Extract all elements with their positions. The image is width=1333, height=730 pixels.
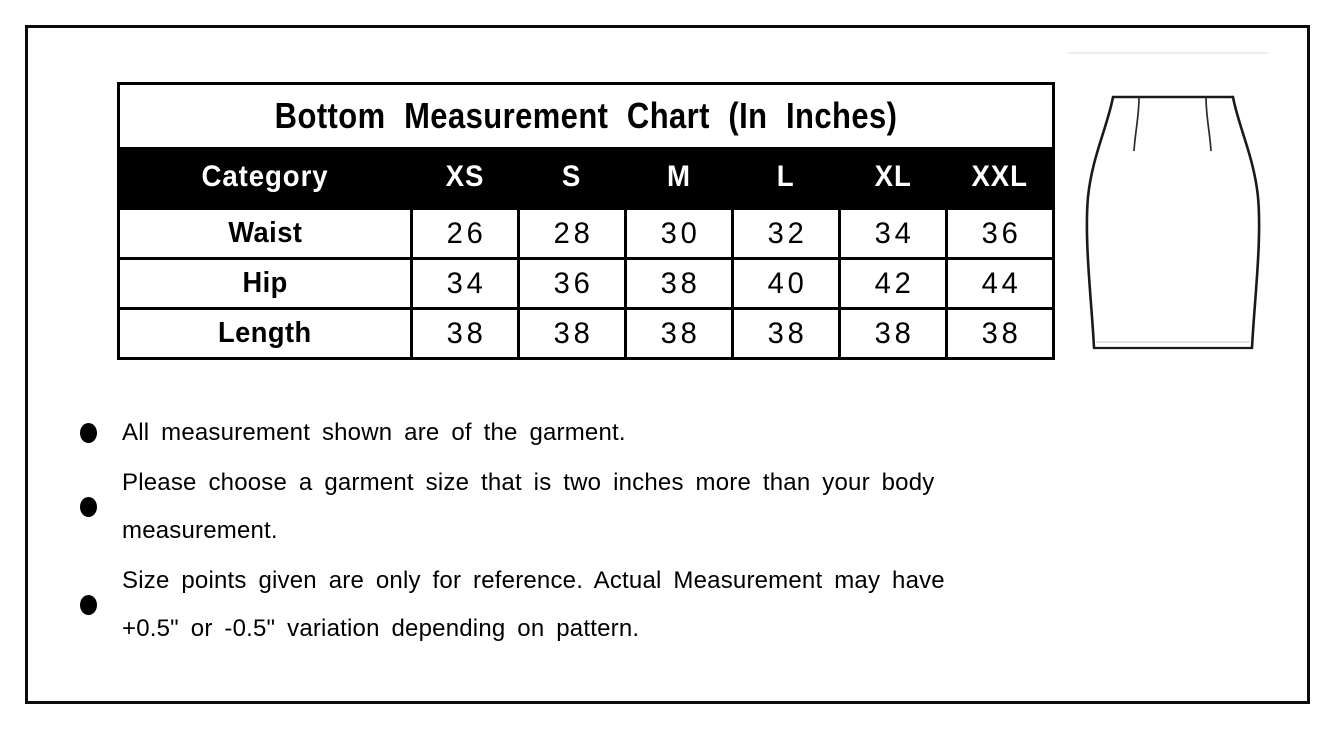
column-header-xs: XS — [410, 147, 517, 207]
row-label-hip: Hip — [120, 257, 410, 307]
column-header-l: L — [731, 147, 838, 207]
length-m-value: 38 — [624, 307, 731, 357]
hip-xl-value: 42 — [838, 257, 945, 307]
note-line: All measurement shown are of the garment… — [122, 419, 626, 446]
hip-l-value: 40 — [731, 257, 838, 307]
skirt-illustration-icon — [1068, 52, 1268, 350]
column-header-category: Category — [120, 147, 410, 207]
table-title: Bottom Measurement Chart (In Inches) — [274, 95, 898, 136]
notes-list: All measurement shown are of the garment… — [80, 409, 1070, 653]
note-line: +0.5" or -0.5" variation depending on pa… — [122, 615, 640, 642]
note-line: Please choose a garment size that is two… — [122, 469, 935, 496]
waist-l-value: 32 — [731, 207, 838, 257]
column-header-xl: XL — [838, 147, 945, 207]
size-chart-table: Bottom Measurement Chart (In Inches) Cat… — [117, 82, 1055, 360]
column-header-m: M — [624, 147, 731, 207]
hip-s-value: 36 — [517, 257, 624, 307]
hip-m-value: 38 — [624, 257, 731, 307]
note-item-garment: All measurement shown are of the garment… — [80, 409, 1070, 457]
waist-m-value: 30 — [624, 207, 731, 257]
note-item-size-choice: Please choose a garment size that is two… — [80, 459, 1070, 555]
length-xxl-value: 38 — [945, 307, 1052, 357]
page-border — [25, 25, 1310, 704]
note-line: Size points given are only for reference… — [122, 567, 945, 594]
bullet-icon — [80, 595, 97, 615]
length-xs-value: 38 — [410, 307, 517, 357]
note-item-variation: Size points given are only for reference… — [80, 557, 1070, 653]
waist-s-value: 28 — [517, 207, 624, 257]
note-line: measurement. — [122, 517, 278, 544]
row-label-length: Length — [120, 307, 410, 357]
bullet-icon — [80, 423, 97, 443]
length-s-value: 38 — [517, 307, 624, 357]
length-xl-value: 38 — [838, 307, 945, 357]
waist-xl-value: 34 — [838, 207, 945, 257]
hip-xs-value: 34 — [410, 257, 517, 307]
column-header-xxl: XXL — [945, 147, 1052, 207]
length-l-value: 38 — [731, 307, 838, 357]
waist-xs-value: 26 — [410, 207, 517, 257]
hip-xxl-value: 44 — [945, 257, 1052, 307]
bullet-icon — [80, 497, 97, 517]
row-label-waist: Waist — [120, 207, 410, 257]
column-header-s: S — [517, 147, 624, 207]
waist-xxl-value: 36 — [945, 207, 1052, 257]
